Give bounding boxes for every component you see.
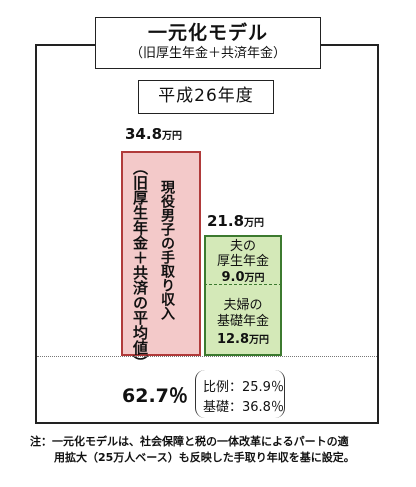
ratio-proportional: 比例：25.9％ <box>203 380 284 395</box>
footnote: 注：一元化モデルは、社会保障と税の一体改革によるパートの適 用拡大（25万人ベー… <box>30 434 390 466</box>
footnote-line2: 用拡大（25万人ベース）も反映した手取り年収を基に設定。 <box>54 451 355 464</box>
bar-pension <box>204 235 282 356</box>
segment-label-welfare-line2: 厚生年金 <box>216 254 269 269</box>
bar-income-basis-label: （旧厚生年金＋共済の平均値） <box>131 160 149 370</box>
chart-frame <box>35 44 379 424</box>
bar-value-pension: 21.8万円 <box>207 212 265 230</box>
segment-label-welfare-line1: 夫の <box>229 239 256 254</box>
segment-value-welfare: 9.0万円 <box>221 270 265 285</box>
replacement-ratio-total: 62.7％ <box>122 385 188 407</box>
baseline <box>37 356 377 357</box>
segment-divider <box>204 284 282 285</box>
footnote-line1: 注：一元化モデルは、社会保障と税の一体改革によるパートの適 <box>30 435 349 448</box>
chart-subtitle: （旧厚生年金＋共済年金） <box>129 46 286 61</box>
segment-label-basic-line2: 基礎年金 <box>216 314 269 329</box>
ratio-basic: 基礎：36.8％ <box>203 400 284 415</box>
bar-value-income: 34.8万円 <box>125 125 183 143</box>
title-box: 一元化モデル （旧厚生年金＋共済年金） <box>95 17 321 69</box>
chart-title: 一元化モデル <box>147 22 268 44</box>
fiscal-year-label: 平成26年度 <box>138 80 274 114</box>
ratio-bracket <box>195 370 285 418</box>
segment-value-basic: 12.8万円 <box>216 332 270 347</box>
bar-income-label: 現役男子の手取り収入 <box>159 180 175 320</box>
segment-label-basic-line1: 夫婦の <box>223 298 263 313</box>
bar-income <box>121 151 201 356</box>
